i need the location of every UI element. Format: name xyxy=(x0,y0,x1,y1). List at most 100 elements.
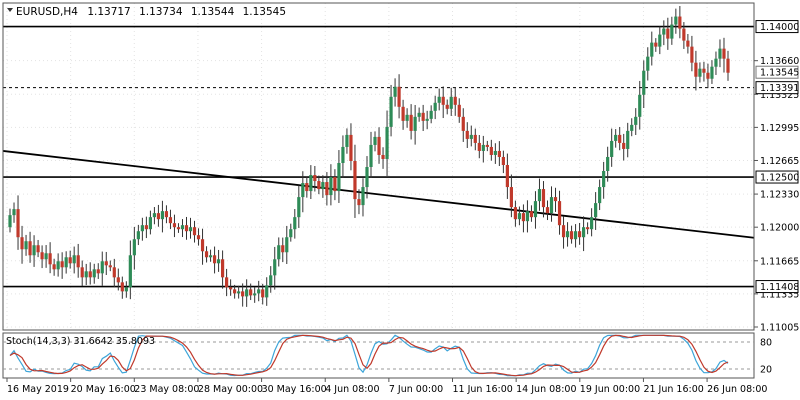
candle-bear xyxy=(678,16,682,29)
candle-bull xyxy=(160,211,165,220)
candle-bear xyxy=(465,130,469,139)
candle-bear xyxy=(172,223,177,228)
candle-bear xyxy=(16,209,20,238)
svg-text:EURUSD,H4 1.13717: EURUSD,H4 1.13717 1.13734 1.13544 1.1354… xyxy=(16,6,286,18)
candle-bear xyxy=(156,213,161,220)
candle-bear xyxy=(505,164,509,188)
candle-bear xyxy=(120,282,124,292)
candle-bear xyxy=(485,144,489,147)
candle-bear xyxy=(52,264,56,270)
candle-bull xyxy=(581,227,586,238)
time-tick-label: 23 May 08:00 xyxy=(134,384,199,395)
candle-bear xyxy=(666,28,670,39)
candle-bull xyxy=(269,275,273,286)
candle-bear xyxy=(108,265,112,268)
candle-bear xyxy=(28,241,32,256)
level-price-box xyxy=(755,81,799,95)
candle-bull xyxy=(341,146,345,163)
candle-bear xyxy=(353,160,357,200)
candle-bull xyxy=(634,116,638,125)
trendline[interactable] xyxy=(2,150,755,239)
candle-bull xyxy=(606,156,610,172)
candle-bull xyxy=(493,150,497,155)
candle-bull xyxy=(72,255,76,264)
candle-bull xyxy=(289,229,293,238)
candle-bear xyxy=(441,96,445,105)
candle-bull xyxy=(24,241,28,250)
candle-bear xyxy=(702,68,706,73)
candle-bear xyxy=(184,225,189,232)
candle-bull xyxy=(12,209,16,216)
candle-bull xyxy=(425,118,429,121)
stochastic-window[interactable]: 20 80 Stoch(14,3,3) 31.6642 35.8093 xyxy=(2,332,772,379)
candle-bear xyxy=(164,211,169,218)
price-tick-label: 1.12665 xyxy=(760,156,799,167)
candle-bull xyxy=(594,203,598,218)
candle-bull xyxy=(148,217,152,230)
ohlc-low: 1.13544 xyxy=(191,6,235,18)
candle-bear xyxy=(561,225,566,238)
candle-bull xyxy=(698,68,702,77)
level-price-tags: 1.14000 1.13391 1.12500 1.11408 1.13545 xyxy=(755,20,799,294)
candle-bear xyxy=(682,28,686,41)
candle-bull xyxy=(610,140,614,157)
candle-bull xyxy=(128,255,132,288)
candle-bull xyxy=(670,24,674,39)
candle-bull xyxy=(84,271,88,278)
candle-series xyxy=(8,6,730,307)
candle-bull xyxy=(321,182,325,190)
candle-bear xyxy=(654,42,658,47)
candle-bear xyxy=(349,134,353,161)
candle-bull xyxy=(449,96,453,109)
candle-bear xyxy=(622,142,626,149)
time-tick-label: 16 May 2019 xyxy=(7,384,69,395)
candle-bull xyxy=(638,94,642,117)
descending-trendline[interactable] xyxy=(2,150,755,239)
candle-bear xyxy=(529,211,534,218)
candle-bear xyxy=(577,231,582,238)
candle-bull xyxy=(481,144,485,151)
candle-bull xyxy=(56,261,60,270)
candle-bull xyxy=(517,213,522,220)
candle-bear xyxy=(489,146,493,155)
candle-bull xyxy=(549,197,554,214)
candle-bull xyxy=(714,58,718,67)
main-grid xyxy=(3,3,754,330)
candle-bull xyxy=(437,96,441,103)
ohlc-close: 1.13545 xyxy=(243,6,286,18)
price-tick-label: 1.13660 xyxy=(760,56,799,67)
candle-bear xyxy=(397,86,401,107)
candle-bear xyxy=(40,252,44,260)
chart-header: EURUSD,H4 1.13717 1.13734 1.13544 1.1354… xyxy=(7,6,286,18)
main-window-border xyxy=(2,2,755,331)
candle-bear xyxy=(112,267,116,278)
candle-bear xyxy=(204,251,209,258)
candle-bull xyxy=(337,162,341,192)
candle-bull xyxy=(92,269,96,278)
candle-bull xyxy=(136,231,140,240)
candle-bull xyxy=(646,56,650,71)
time-tick-label: 26 Jun 08:00 xyxy=(707,384,767,395)
candle-bull xyxy=(573,231,578,240)
candle-bear xyxy=(325,182,329,196)
candle-bull xyxy=(662,28,666,35)
candle-bull xyxy=(124,287,128,292)
candle-bear xyxy=(618,134,622,143)
candle-bear xyxy=(76,255,80,268)
candle-bull xyxy=(405,114,409,121)
candle-bull xyxy=(630,124,634,131)
candle-bear xyxy=(553,197,558,202)
candle-bear xyxy=(497,150,501,157)
candle-bull xyxy=(710,66,714,79)
candle-bull xyxy=(237,291,241,294)
price-axis: 1.13660 1.13325 1.12995 1.12665 1.12330 1.120… xyxy=(754,56,799,333)
candle-bull xyxy=(393,86,397,97)
time-tick-label: 11 Jun 16:00 xyxy=(453,384,513,395)
candle-bull xyxy=(433,102,437,111)
symbol-label: EURUSD,H4 xyxy=(16,6,78,18)
candle-bear xyxy=(96,269,100,274)
horizontal-levels[interactable] xyxy=(3,25,754,288)
chevron-down-icon[interactable] xyxy=(7,8,13,12)
candle-bear xyxy=(68,257,72,264)
